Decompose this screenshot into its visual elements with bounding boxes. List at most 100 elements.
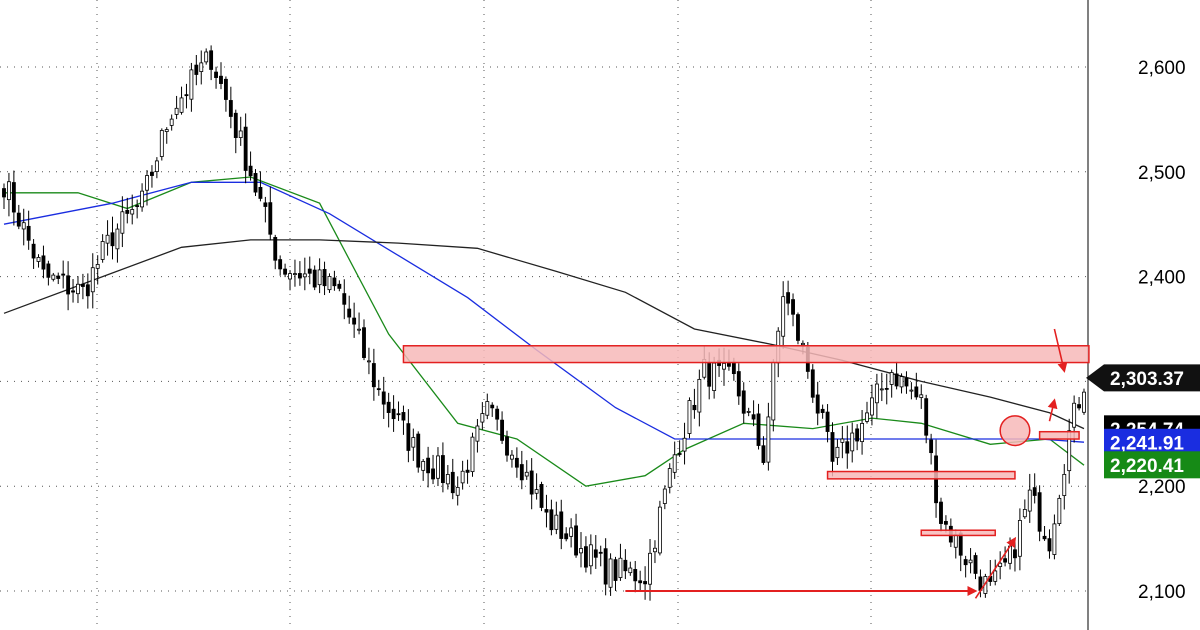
- candle: [332, 270, 337, 291]
- candle: [317, 258, 322, 294]
- candle: [786, 280, 791, 316]
- candle: [554, 501, 559, 535]
- candle: [460, 460, 465, 490]
- candle: [233, 109, 238, 154]
- candle: [524, 460, 529, 480]
- candle: [426, 446, 431, 488]
- candle: [159, 128, 164, 161]
- candle: [914, 372, 919, 400]
- candle: [11, 170, 16, 226]
- candle: [1022, 499, 1027, 519]
- candle: [125, 197, 130, 224]
- candle: [169, 114, 174, 131]
- candle: [440, 442, 445, 493]
- candle: [115, 223, 120, 263]
- candle: [835, 439, 840, 466]
- candle: [1037, 485, 1042, 542]
- candles-layer: [2, 45, 1086, 601]
- candle: [16, 204, 21, 230]
- candle: [672, 441, 677, 479]
- candle: [514, 447, 519, 478]
- candle: [56, 272, 61, 285]
- candle: [549, 499, 554, 536]
- candle: [874, 373, 879, 419]
- resistance-zone: [1038, 430, 1080, 440]
- candle: [475, 419, 480, 453]
- candle: [495, 405, 500, 431]
- candle: [283, 263, 288, 278]
- candle: [756, 403, 761, 450]
- candle: [638, 570, 643, 592]
- candle: [214, 66, 218, 89]
- resistance-zone: [402, 345, 1090, 364]
- price-tag: 2,303.37: [1086, 364, 1200, 392]
- candle: [810, 364, 815, 403]
- candle: [618, 543, 623, 581]
- candle: [643, 566, 648, 600]
- candle: [544, 494, 549, 528]
- highlight-circle: [999, 415, 1031, 447]
- moving-average-line: [3, 239, 1085, 430]
- candle: [963, 555, 968, 578]
- candle: [815, 381, 820, 426]
- candle: [21, 208, 26, 246]
- candle: [253, 169, 258, 197]
- candle: [939, 497, 943, 532]
- candle: [223, 76, 228, 112]
- candle: [736, 363, 741, 405]
- candle: [579, 532, 583, 568]
- candle: [746, 407, 751, 417]
- candle: [894, 361, 899, 390]
- candle: [209, 45, 214, 81]
- candle: [431, 454, 435, 485]
- candle: [628, 561, 633, 576]
- candle: [564, 527, 569, 542]
- candle: [90, 253, 95, 309]
- candle: [135, 199, 140, 219]
- candle: [36, 254, 41, 268]
- annotation-arrow: [1053, 328, 1068, 373]
- candle: [830, 422, 835, 477]
- candle: [100, 234, 105, 263]
- candle: [396, 401, 401, 421]
- candle: [110, 216, 115, 260]
- candle: [327, 273, 332, 293]
- candle: [416, 431, 421, 473]
- price-tag-label: 2,220.41: [1110, 456, 1184, 477]
- candle: [189, 62, 194, 112]
- candle: [539, 481, 544, 512]
- candle: [889, 369, 894, 398]
- candle: [687, 397, 692, 439]
- candle: [929, 433, 934, 465]
- candle: [46, 260, 51, 286]
- candle: [667, 463, 672, 494]
- candle: [662, 485, 667, 510]
- y-tick-label: 2,600: [1138, 58, 1186, 79]
- candle: [145, 170, 149, 206]
- candle: [367, 347, 371, 375]
- annotation-layer: [402, 328, 1090, 599]
- candle: [904, 371, 909, 394]
- price-tag: 2,220.41: [1104, 451, 1200, 479]
- candle: [884, 373, 889, 405]
- candle: [796, 312, 800, 345]
- candle: [243, 113, 248, 184]
- candle: [80, 273, 85, 300]
- candle: [362, 319, 366, 361]
- candle: [470, 432, 475, 477]
- candle: [500, 411, 505, 444]
- candle: [791, 293, 795, 327]
- candle: [130, 194, 135, 225]
- candle: [919, 384, 924, 409]
- candle: [1082, 388, 1086, 415]
- y-tick-label: 2,500: [1138, 163, 1186, 184]
- candle: [31, 239, 36, 269]
- candle: [436, 447, 440, 487]
- candle: [288, 270, 292, 291]
- candle: [588, 534, 593, 575]
- candle: [164, 127, 169, 144]
- candle: [751, 400, 756, 427]
- candle: [559, 499, 564, 550]
- candle: [1047, 529, 1052, 559]
